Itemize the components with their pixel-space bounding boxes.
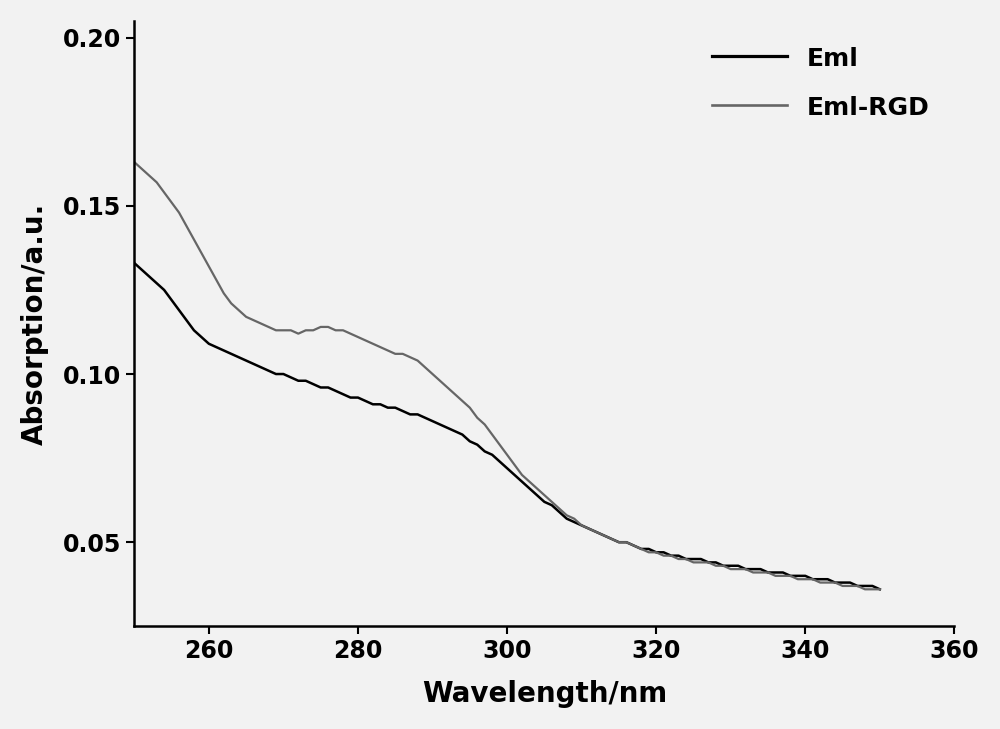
Line: Eml: Eml — [134, 263, 880, 589]
Eml-RGD — [315, 322, 327, 331]
Eml-RGD — [859, 585, 871, 593]
Eml-RGD — [471, 413, 483, 422]
Eml-RGD — [180, 222, 192, 230]
Eml — [315, 383, 327, 392]
Eml-RGD — [650, 548, 662, 557]
Eml — [576, 521, 588, 530]
Eml — [687, 555, 699, 564]
Eml — [180, 316, 192, 324]
Eml-RGD — [687, 558, 699, 566]
X-axis label: Wavelength/nm: Wavelength/nm — [422, 680, 667, 708]
Eml — [471, 440, 483, 449]
Eml — [650, 548, 662, 557]
Line: Eml-RGD: Eml-RGD — [134, 162, 880, 589]
Legend: Eml, Eml-RGD: Eml, Eml-RGD — [699, 34, 942, 133]
Eml-RGD — [128, 157, 140, 166]
Y-axis label: Absorption/a.u.: Absorption/a.u. — [21, 203, 49, 445]
Eml-RGD — [576, 521, 588, 530]
Eml-RGD — [874, 585, 886, 593]
Eml — [128, 259, 140, 268]
Eml — [874, 585, 886, 593]
